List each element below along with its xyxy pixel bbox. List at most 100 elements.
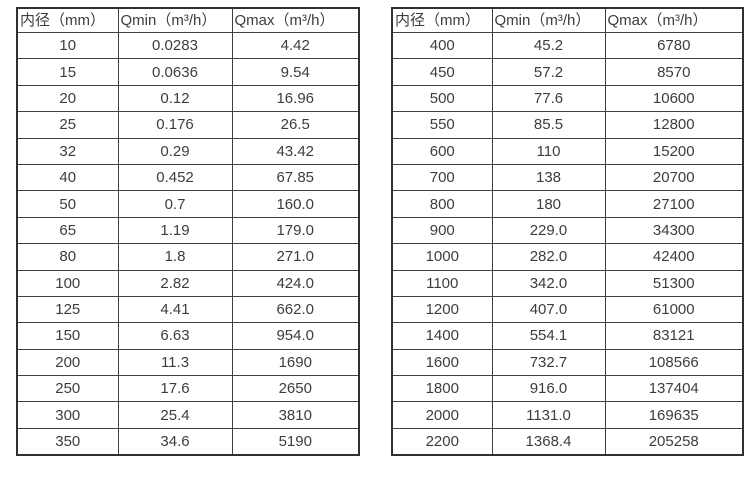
- table-cell: 110: [491, 137, 606, 165]
- table-cell: 17.6: [117, 375, 233, 403]
- table-cell: 1800: [391, 375, 493, 403]
- table-cell: 250: [16, 375, 119, 403]
- table-cell: 9.54: [231, 58, 360, 86]
- table-cell: 450: [391, 58, 493, 86]
- flow-table-small-diameters: 内径（mm） Qmin（m³/h） Qmax（m³/h） 10 0.0283 4.42 1…: [16, 7, 360, 457]
- table-cell: 61000: [604, 295, 744, 324]
- table-row: 20 0.12 16.96: [16, 84, 360, 113]
- table-row: 10 0.0283 4.42: [16, 31, 360, 60]
- table-cell: 300: [16, 401, 119, 429]
- table-cell: 2200: [391, 427, 493, 456]
- table-row: 350 34.6 5190: [16, 427, 360, 456]
- table-cell: 67.85: [231, 163, 360, 192]
- table-cell: 25: [16, 111, 119, 139]
- table-header: 内径（mm） Qmin（m³/h） Qmax（m³/h）: [16, 7, 360, 33]
- table-cell: 1.19: [117, 216, 233, 245]
- table-cell: 1368.4: [491, 427, 606, 456]
- table-cell: 26.5: [231, 111, 360, 139]
- table-cell: 10600: [604, 84, 744, 113]
- table-cell: 6780: [604, 31, 744, 60]
- table-cell: 554.1: [491, 322, 606, 350]
- table-cell: 160.0: [231, 190, 360, 218]
- table-row: 900 229.0 34300: [391, 216, 744, 245]
- table-row: 800 180 27100: [391, 190, 744, 218]
- table-cell: 600: [391, 137, 493, 165]
- table-row: 1600 732.7 108566: [391, 348, 744, 377]
- table-cell: 43.42: [231, 137, 360, 165]
- table-cell: 0.7: [117, 190, 233, 218]
- table-cell: 900: [391, 216, 493, 245]
- table-row: 700 138 20700: [391, 163, 744, 192]
- table-cell: 34300: [604, 216, 744, 245]
- table-cell: 169635: [604, 401, 744, 429]
- table-cell: 179.0: [231, 216, 360, 245]
- table-cell: 4.42: [231, 31, 360, 60]
- column-header: Qmax（m³/h）: [231, 7, 360, 33]
- table-cell: 34.6: [117, 427, 233, 456]
- table-cell: 1131.0: [491, 401, 606, 429]
- table-row: 250 17.6 2650: [16, 375, 360, 403]
- table-row: 25 0.176 26.5: [16, 111, 360, 139]
- table-cell: 954.0: [231, 322, 360, 350]
- table-cell: 65: [16, 216, 119, 245]
- table-cell: 424.0: [231, 269, 360, 297]
- table-cell: 137404: [604, 375, 744, 403]
- table-cell: 15200: [604, 137, 744, 165]
- table-cell: 1200: [391, 295, 493, 324]
- table-cell: 51300: [604, 269, 744, 297]
- column-header: Qmax（m³/h）: [604, 7, 744, 33]
- column-header: 内径（mm）: [391, 7, 493, 33]
- table-cell: 1000: [391, 243, 493, 271]
- table-cell: 700: [391, 163, 493, 192]
- table-cell: 85.5: [491, 111, 606, 139]
- table-row: 600 110 15200: [391, 137, 744, 165]
- table-cell: 1600: [391, 348, 493, 377]
- table-cell: 25.4: [117, 401, 233, 429]
- table-row: 50 0.7 160.0: [16, 190, 360, 218]
- table-cell: 342.0: [491, 269, 606, 297]
- table-cell: 229.0: [491, 216, 606, 245]
- table-cell: 11.3: [117, 348, 233, 377]
- table-row: 1200 407.0 61000: [391, 295, 744, 324]
- table-cell: 20: [16, 84, 119, 113]
- table-row: 1100 342.0 51300: [391, 269, 744, 297]
- table-cell: 32: [16, 137, 119, 165]
- table-header: 内径（mm） Qmin（m³/h） Qmax（m³/h）: [391, 7, 744, 33]
- table-row: 2200 1368.4 205258: [391, 427, 744, 456]
- table-cell: 12800: [604, 111, 744, 139]
- table-cell: 0.0636: [117, 58, 233, 86]
- table-row: 65 1.19 179.0: [16, 216, 360, 245]
- table-cell: 45.2: [491, 31, 606, 60]
- table-cell: 2.82: [117, 269, 233, 297]
- column-header: 内径（mm）: [16, 7, 119, 33]
- table-row: 300 25.4 3810: [16, 401, 360, 429]
- table-row: 1800 916.0 137404: [391, 375, 744, 403]
- table-cell: 40: [16, 163, 119, 192]
- table-cell: 1100: [391, 269, 493, 297]
- table-row: 200 11.3 1690: [16, 348, 360, 377]
- flow-table-large-diameters: 内径（mm） Qmin（m³/h） Qmax（m³/h） 400 45.2 6780 45…: [391, 7, 744, 457]
- table-row: 40 0.452 67.85: [16, 163, 360, 192]
- table-row: 500 77.6 10600: [391, 84, 744, 113]
- table-row: 100 2.82 424.0: [16, 269, 360, 297]
- table-cell: 2650: [231, 375, 360, 403]
- table-row: 550 85.5 12800: [391, 111, 744, 139]
- table-cell: 200: [16, 348, 119, 377]
- table-row: 450 57.2 8570: [391, 58, 744, 86]
- table-cell: 2000: [391, 401, 493, 429]
- table-cell: 50: [16, 190, 119, 218]
- table-cell: 16.96: [231, 84, 360, 113]
- header-row: 内径（mm） Qmin（m³/h） Qmax（m³/h）: [391, 7, 744, 33]
- table-row: 125 4.41 662.0: [16, 295, 360, 324]
- table-cell: 0.452: [117, 163, 233, 192]
- table-cell: 6.63: [117, 322, 233, 350]
- table-cell: 271.0: [231, 243, 360, 271]
- table-cell: 42400: [604, 243, 744, 271]
- table-cell: 407.0: [491, 295, 606, 324]
- table-cell: 0.12: [117, 84, 233, 113]
- table-cell: 27100: [604, 190, 744, 218]
- table-row: 15 0.0636 9.54: [16, 58, 360, 86]
- table-row: 1000 282.0 42400: [391, 243, 744, 271]
- table-cell: 83121: [604, 322, 744, 350]
- table-cell: 8570: [604, 58, 744, 86]
